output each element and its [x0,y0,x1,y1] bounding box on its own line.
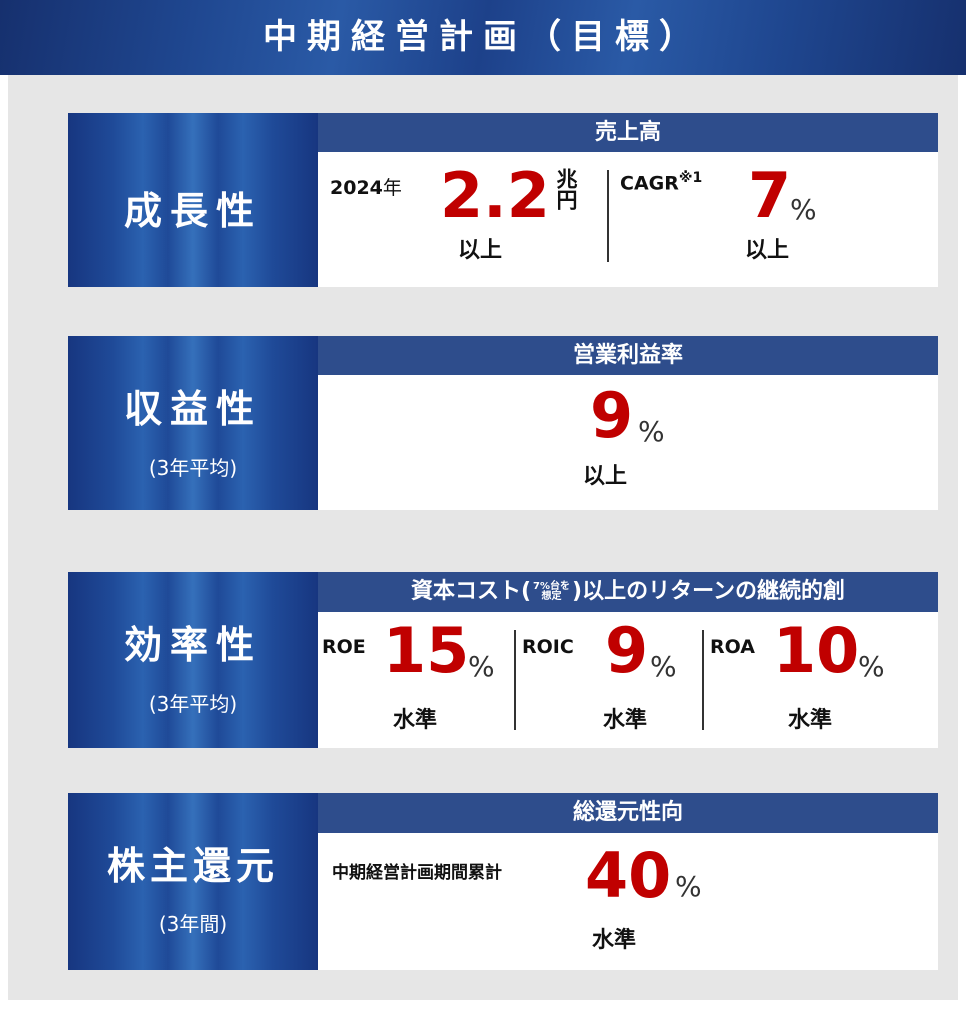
section-header: 資本コスト(7%台を 想定 )以上のリターンの継続的創 [318,572,938,612]
note: 以上 [745,238,790,263]
section-label: 効率性 [123,623,262,667]
prefix-text: CAGR [620,172,679,195]
page-title: 中期経営計画（目標） [263,17,703,57]
section-body [318,152,938,287]
note: 以上 [583,464,628,489]
section-body [318,612,938,748]
note: 水準 [603,708,648,733]
unit: % [468,650,495,683]
value: 9 [590,379,634,452]
footnote-mark: ※1 [678,170,703,186]
prefix: 中期経営計画期間累計 [332,863,502,883]
unit: % [638,415,665,448]
section-header: 営業利益率 [318,336,938,375]
prefix: ROIC [522,636,574,658]
prefix: ROA [710,636,755,658]
section-sub: (3年間) [158,912,228,936]
value: 7 [748,159,792,232]
unit: 兆円 [554,168,578,210]
value: 15 [383,614,470,687]
prefix: CAGR※1 [620,170,702,194]
section-sub: (3年平均) [148,692,238,716]
label-panel [68,793,318,970]
prefix: ROE [322,636,366,658]
divider [702,630,704,730]
label-panel [68,336,318,510]
prefix-text: 2024 [330,177,383,199]
value: 2.2 [440,159,550,232]
unit: % [650,650,677,683]
section-header: 売上高 [318,113,938,152]
note: 水準 [393,708,438,733]
section-label: 成長性 [123,189,262,233]
prefix: 2024年 [330,173,402,200]
header-text: 資本コスト( [410,579,532,604]
value: 40 [585,839,672,912]
label-panel [68,572,318,748]
section-label: 収益性 [123,387,262,431]
note: 水準 [592,928,637,953]
unit: % [675,870,702,903]
note: 水準 [788,708,833,733]
section-label: 株主還元 [106,844,279,888]
header-text: )以上のリターンの継続的創 [572,579,845,604]
section-body [318,833,938,970]
header-small: 7%台を [533,581,571,592]
unit: % [790,193,817,226]
divider [607,170,609,262]
note: 以上 [458,238,503,263]
divider [514,630,516,730]
value: 10 [773,614,860,687]
section-sub: (3年平均) [148,456,238,480]
header-small: 想定 [541,591,562,602]
unit: % [858,650,885,683]
title-band [0,0,966,75]
section-body [318,375,938,510]
value: 9 [605,614,649,687]
prefix-unit: 年 [382,177,402,199]
section-header: 総還元性向 [318,793,938,833]
label-panel [68,113,318,287]
